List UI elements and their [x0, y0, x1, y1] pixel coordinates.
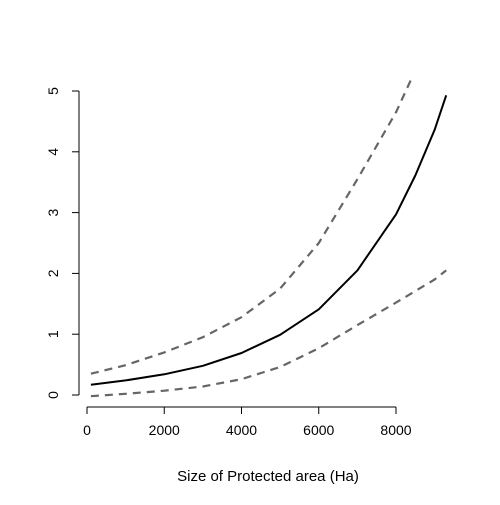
series-line-upper-bound — [90, 78, 413, 375]
axes: 0 2000 4000 6000 8000 0 1 2 3 4 5 — [45, 87, 412, 438]
x-tick-label: 0 — [83, 422, 91, 438]
series-line-fit — [90, 94, 448, 386]
y-tick-label: 4 — [45, 148, 61, 156]
y-tick-label: 1 — [45, 330, 61, 338]
y-tick-label: 2 — [45, 269, 61, 277]
y-tick-label: 5 — [45, 87, 61, 95]
x-tick-label: 2000 — [149, 422, 180, 438]
plot-lines — [90, 78, 448, 398]
y-tick-label: 0 — [45, 391, 61, 399]
x-tick-label: 6000 — [303, 422, 334, 438]
y-tick-label: 3 — [45, 208, 61, 216]
x-axis-title: Size of Protected area (Ha) — [177, 468, 359, 485]
x-tick-label: 8000 — [380, 422, 411, 438]
series-line-lower-bound — [90, 269, 447, 398]
x-tick-label: 4000 — [226, 422, 257, 438]
